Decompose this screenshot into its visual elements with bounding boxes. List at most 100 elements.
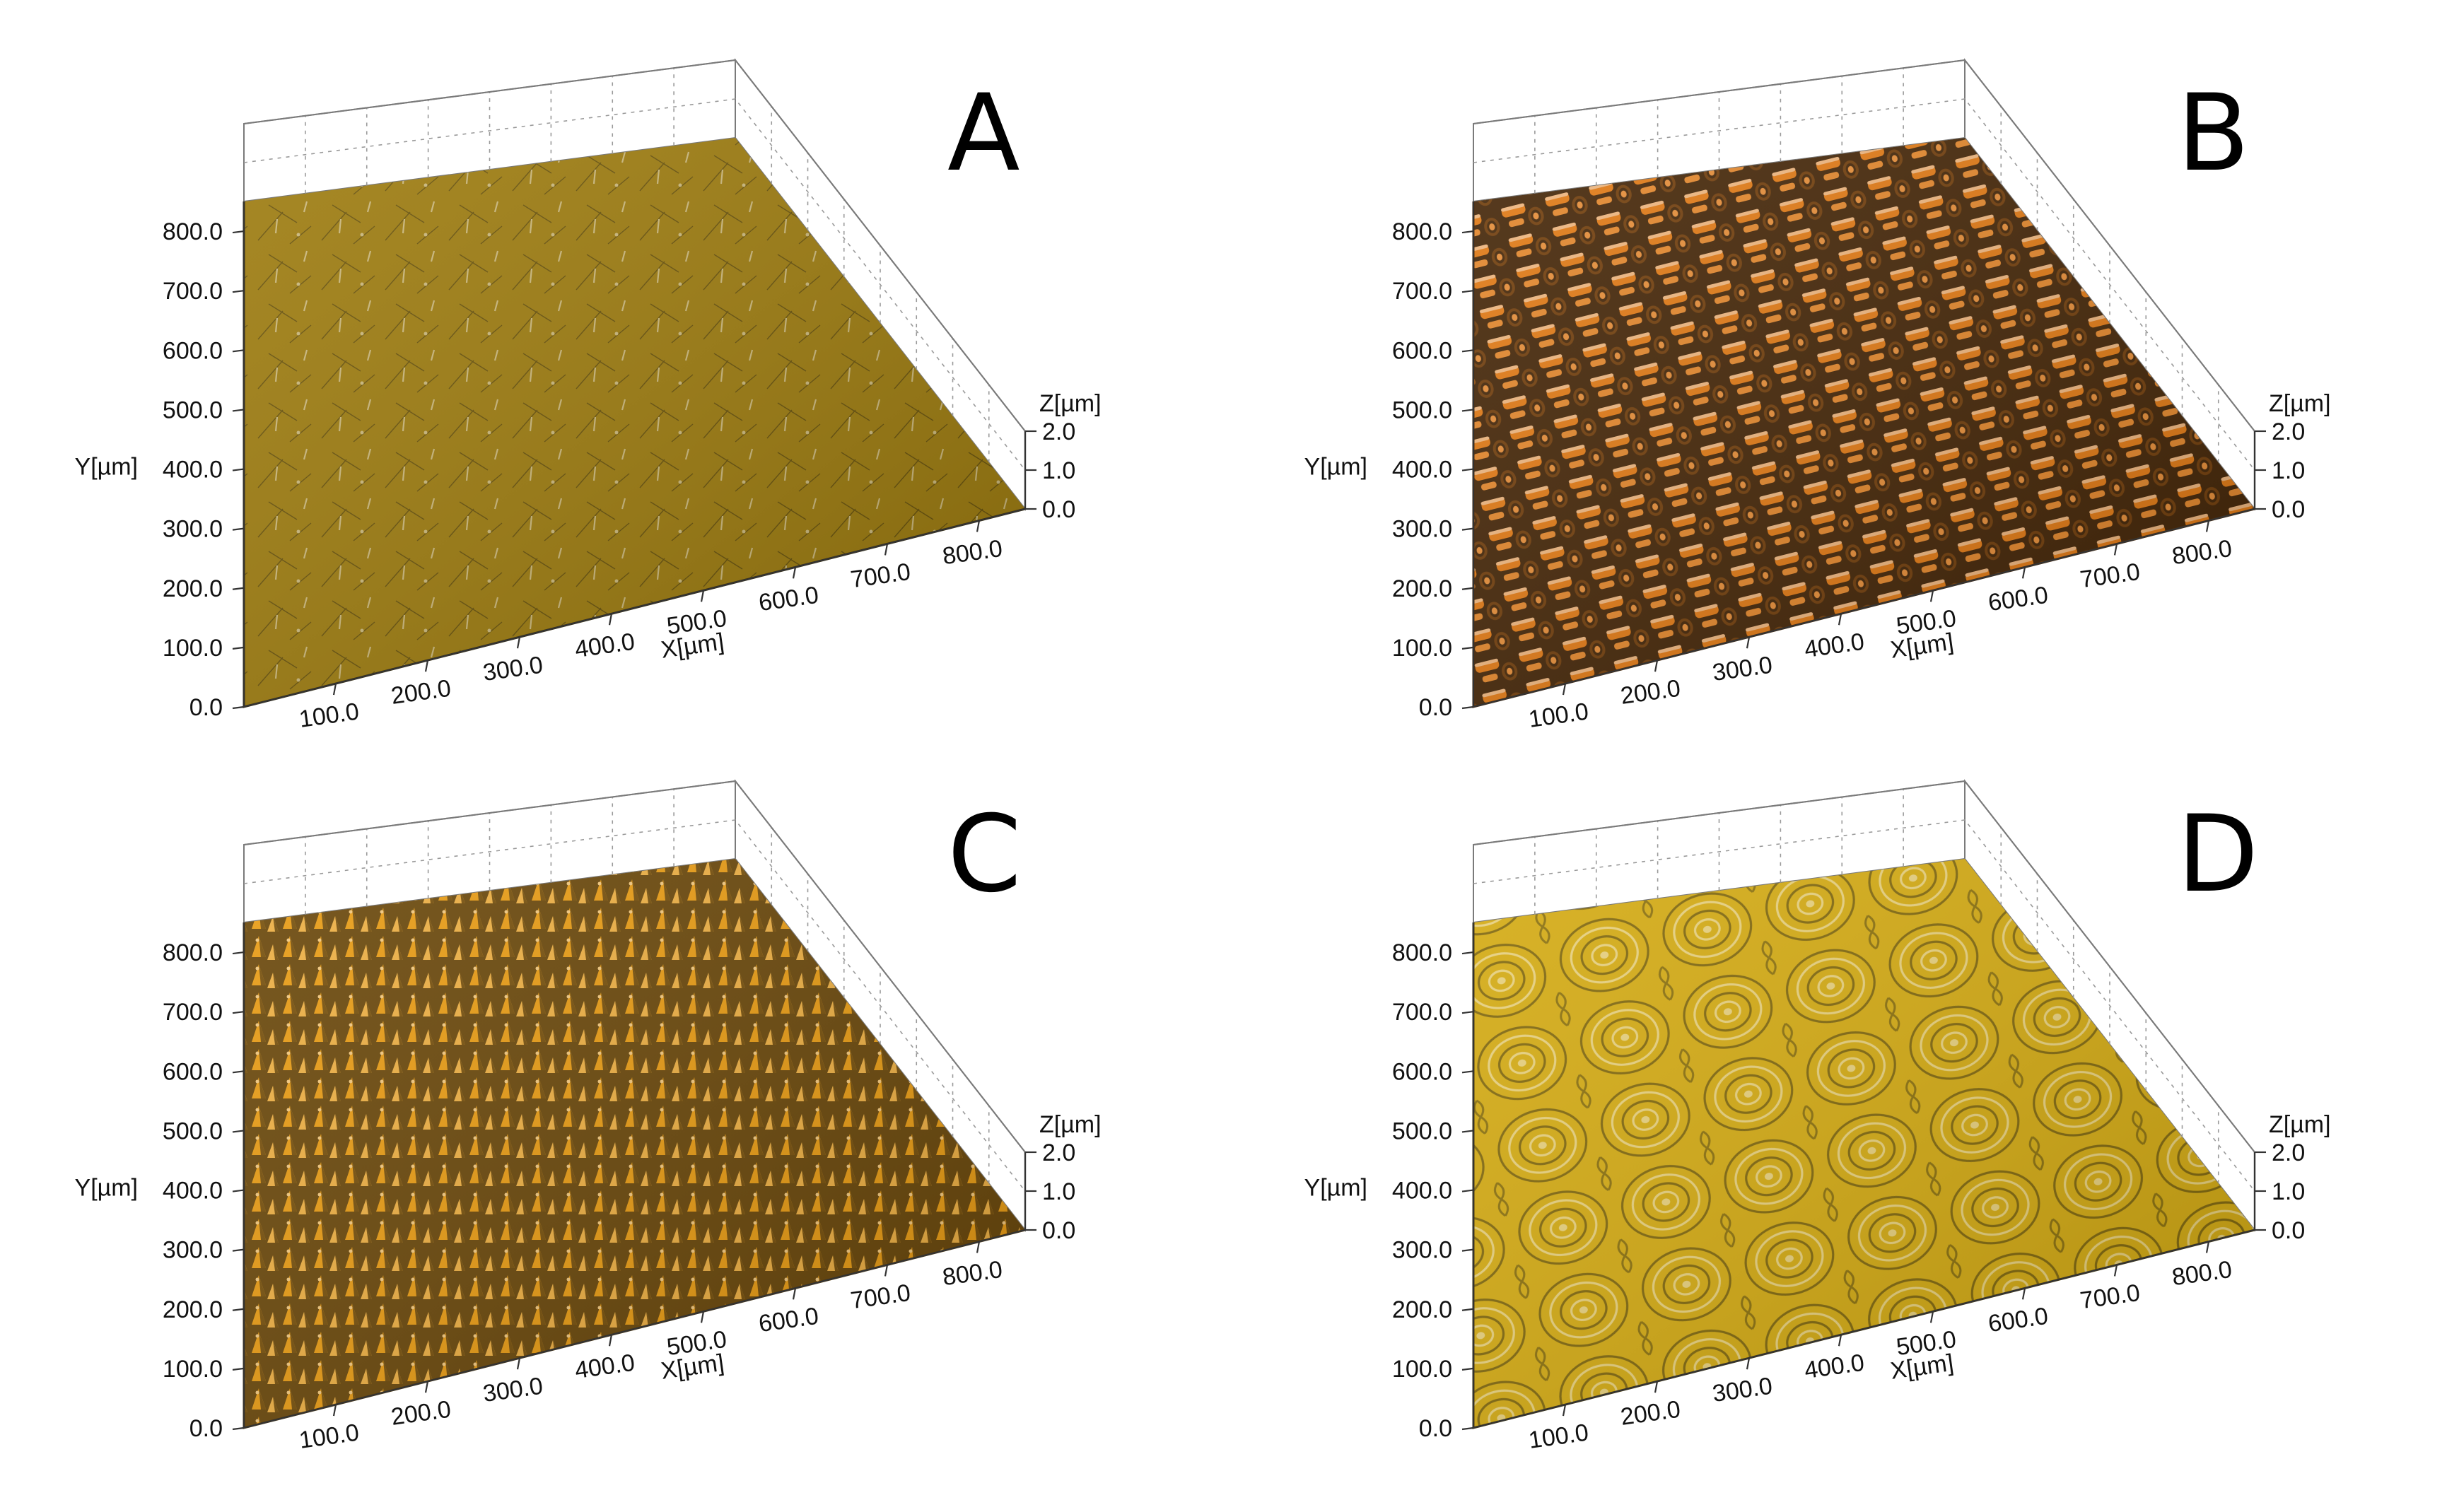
x-tick-label: 700.0: [849, 1279, 913, 1314]
y-tick-label: 200.0: [1392, 1296, 1452, 1323]
x-tick-label: 700.0: [2079, 558, 2142, 593]
x-tick-label: 400.0: [573, 1349, 637, 1384]
axes-a: 0.0 100.0 200.0 300.0 400.0 500.0 600.0 700.0 80…: [75, 201, 1102, 733]
x-tick-label: 600.0: [1987, 1303, 2050, 1337]
y-tick-mark: [232, 1367, 245, 1371]
x-tick-label: 100.0: [298, 698, 361, 732]
y-tick-label: 400.0: [1392, 457, 1452, 484]
x-tick-label: 400.0: [573, 628, 637, 663]
x-tick-mark: [2021, 567, 2026, 579]
x-tick-mark: [792, 567, 797, 579]
y-tick-mark: [232, 1248, 245, 1252]
panel-label-b: B: [2177, 72, 2250, 195]
surface-shading: [244, 859, 1025, 1428]
y-tick-label: 300.0: [1392, 516, 1452, 543]
surface-shading: [1473, 859, 2255, 1428]
y-tick-mark: [232, 951, 245, 955]
surface-shading: [1473, 138, 2255, 707]
x-axis-line: [243, 1229, 1026, 1429]
y-tick-label: 200.0: [1392, 575, 1452, 602]
frame-edge: [1473, 59, 1966, 124]
x-tick-mark: [516, 1357, 521, 1370]
frame-edge: [1964, 780, 2255, 1153]
x-tick-mark: [1838, 614, 1842, 626]
x-tick-label: 800.0: [2171, 535, 2234, 570]
y-axis-title: Y[µm]: [1304, 1174, 1367, 1201]
x-tick-mark: [1929, 1311, 1934, 1323]
y-tick-mark: [1461, 1189, 1474, 1192]
y-tick-mark: [232, 349, 245, 353]
y-tick-label: 300.0: [1392, 1237, 1452, 1264]
x-tick-mark: [792, 1288, 797, 1300]
x-tick-label: 600.0: [757, 582, 821, 616]
frame-edge: [735, 780, 1026, 1153]
y-tick-label: 300.0: [163, 1237, 223, 1264]
z-axis-title: Z[µm]: [2269, 390, 2331, 417]
x-tick-mark: [424, 1381, 429, 1393]
x-tick-mark: [1654, 660, 1659, 672]
y-tick-label: 400.0: [163, 1178, 223, 1205]
y-tick-mark: [232, 409, 245, 412]
x-tick-label: 600.0: [1987, 582, 2050, 616]
frame-edge: [243, 780, 736, 845]
y-tick-label: 300.0: [163, 516, 223, 543]
panel-label-a: A: [947, 72, 1020, 195]
y-tick-mark: [1461, 1308, 1474, 1311]
x-tick-mark: [700, 1311, 705, 1323]
x-tick-mark: [884, 544, 889, 556]
z-axis-title: Z[µm]: [1039, 1111, 1102, 1138]
x-tick-label: 100.0: [298, 1419, 361, 1453]
z-axis-title: Z[µm]: [2269, 1111, 2331, 1138]
x-tick-mark: [608, 1335, 613, 1347]
y-tick-mark: [232, 1011, 245, 1014]
x-tick-mark: [424, 660, 429, 672]
x-tick-mark: [1562, 1404, 1567, 1417]
y-tick-mark: [1461, 1070, 1474, 1074]
axes-c: 0.0 100.0 200.0 300.0 400.0 500.0 600.0 700.0 80…: [75, 922, 1102, 1454]
z-tick-label: 1.0: [1042, 1178, 1075, 1205]
y-tick-label: 600.0: [1392, 1058, 1452, 1085]
frame-edge: [1473, 780, 1966, 845]
y-tick-mark: [232, 527, 245, 531]
surface-plot-b: 0.0 100.0 200.0 300.0 400.0 500.0 600.0 700.0 80…: [1304, 58, 2331, 733]
x-tick-mark: [884, 1265, 889, 1277]
z-tick-label: 2.0: [2272, 418, 2305, 445]
z-tick-label: 1.0: [2272, 457, 2305, 484]
y-tick-mark: [232, 290, 245, 293]
y-tick-label: 400.0: [1392, 1178, 1452, 1205]
grid-line: [1473, 819, 2255, 1192]
x-tick-mark: [332, 1404, 337, 1417]
x-tick-label: 800.0: [2171, 1256, 2234, 1291]
y-tick-mark: [232, 1308, 245, 1311]
y-tick-mark: [232, 230, 245, 234]
x-tick-label: 200.0: [1619, 1395, 1683, 1430]
y-axis-title: Y[µm]: [1304, 453, 1367, 480]
y-tick-mark: [1461, 587, 1474, 590]
y-tick-label: 800.0: [1392, 218, 1452, 245]
surface-c: [244, 859, 1025, 1428]
x-tick-label: 700.0: [2079, 1279, 2142, 1314]
y-tick-label: 800.0: [1392, 939, 1452, 966]
grid-line: [243, 98, 1026, 471]
y-tick-label: 100.0: [163, 1356, 223, 1383]
y-tick-label: 700.0: [1392, 278, 1452, 305]
y-tick-mark: [1461, 409, 1474, 412]
y-tick-label: 500.0: [1392, 397, 1452, 423]
y-tick-label: 700.0: [1392, 999, 1452, 1026]
y-tick-mark: [1461, 527, 1474, 531]
y-tick-mark: [1461, 1011, 1474, 1014]
x-tick-label: 600.0: [757, 1303, 821, 1337]
z-tick-label: 2.0: [1042, 418, 1075, 445]
x-tick-mark: [608, 614, 613, 626]
z-tick-label: 2.0: [2272, 1139, 2305, 1166]
y-tick-label: 600.0: [163, 337, 223, 364]
y-tick-mark: [1461, 951, 1474, 955]
y-tick-label: 500.0: [163, 397, 223, 423]
x-axis-line: [1473, 508, 2255, 708]
y-tick-label: 0.0: [1419, 1415, 1452, 1442]
x-tick-mark: [2205, 1241, 2210, 1253]
y-tick-mark: [232, 1130, 245, 1133]
z-axis-title: Z[µm]: [1039, 390, 1102, 417]
y-tick-mark: [1461, 290, 1474, 293]
x-tick-mark: [1838, 1335, 1842, 1347]
